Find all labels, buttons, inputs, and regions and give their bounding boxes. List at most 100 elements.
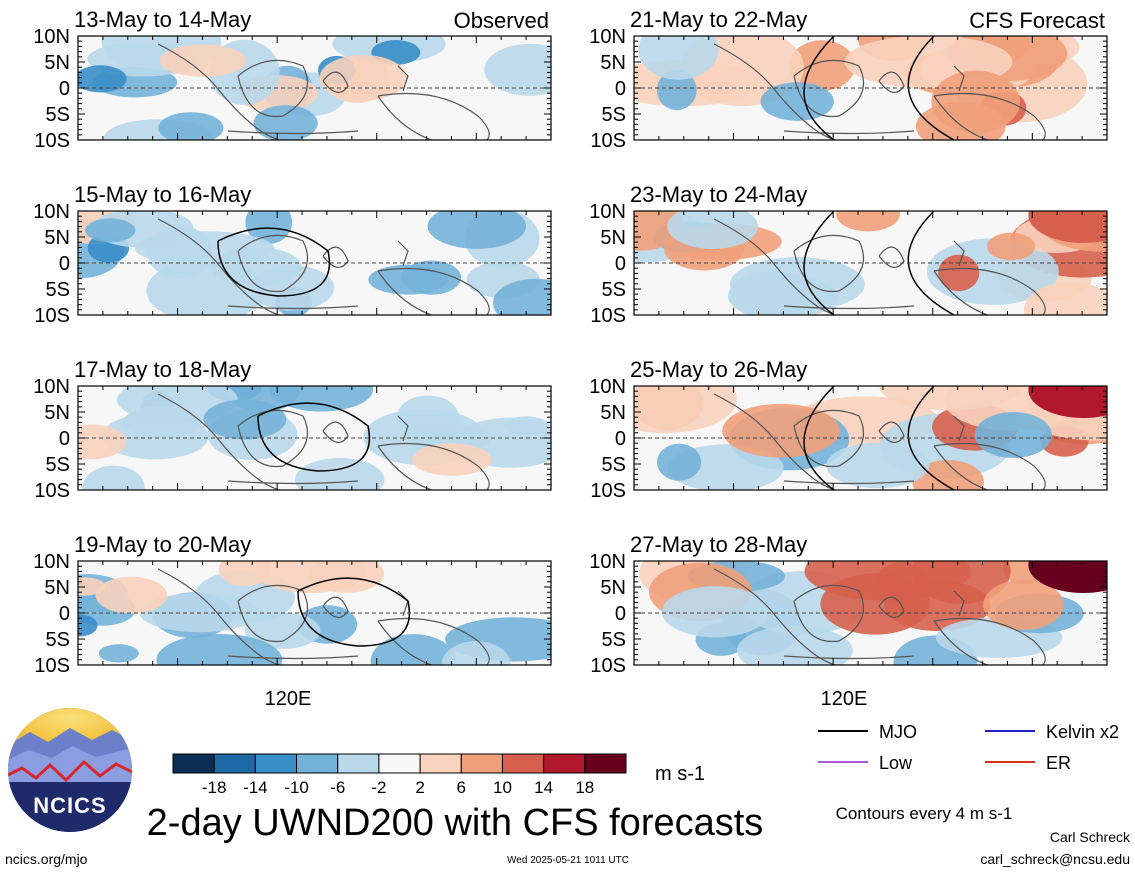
- colorbar-label: 2: [415, 778, 424, 797]
- anomaly-region: [101, 413, 209, 460]
- colorbar-units: m s-1: [655, 763, 705, 785]
- y-tick-label: 0: [615, 603, 626, 625]
- x-tick-label: 120E: [265, 688, 312, 710]
- x-tick-label: 120E: [821, 688, 868, 710]
- map-panel: [77, 560, 552, 666]
- colorbar-swatch: [543, 753, 586, 774]
- anomaly-region: [95, 576, 168, 614]
- y-tick-label: 10S: [34, 480, 70, 502]
- y-tick-label: 5S: [602, 279, 626, 301]
- coastline: [377, 92, 490, 140]
- anomaly-region: [503, 416, 549, 436]
- panel-title: 27-May to 28-May: [630, 532, 807, 557]
- map-panel: [77, 210, 552, 316]
- coastline: [793, 59, 865, 118]
- coastline: [878, 421, 905, 443]
- colorbar-label: -6: [330, 778, 345, 797]
- coastline: [878, 246, 905, 268]
- coastline: [933, 617, 1046, 665]
- colorbar: -18 -14 -10 -6 -2 2 6 10 14 18: [172, 753, 627, 797]
- colorbar-swatch: [296, 753, 339, 774]
- anomaly-region: [218, 561, 271, 587]
- panel-title: 13-May to 14-May: [74, 7, 251, 32]
- map-panel: [77, 385, 552, 491]
- y-tick-label: 0: [59, 78, 70, 100]
- anomaly-region: [736, 625, 853, 665]
- chart-title: 2-day UWND200 with CFS forecasts: [147, 802, 764, 844]
- coastline: [322, 71, 349, 93]
- coastline: [793, 584, 865, 643]
- colorbar-label: 18: [575, 778, 594, 797]
- anomaly-region: [492, 278, 551, 315]
- y-tick-label: 10S: [590, 130, 626, 152]
- y-tick-label: 0: [615, 428, 626, 450]
- colorbar-swatch: [213, 753, 256, 774]
- coastline: [322, 596, 349, 618]
- coastline: [237, 584, 309, 643]
- coastline: [377, 617, 490, 665]
- y-tick-label: 10S: [590, 655, 626, 677]
- anomaly-region: [1028, 386, 1107, 418]
- mjo-contour: [297, 577, 411, 647]
- anomaly-region: [368, 264, 448, 295]
- map-panel: [633, 210, 1108, 316]
- coastline: [953, 590, 965, 617]
- coastline: [953, 65, 965, 92]
- anomaly-region: [667, 211, 759, 249]
- anomaly-region: [441, 641, 511, 665]
- anomaly-region: [1028, 561, 1107, 593]
- y-tick-label: 10N: [33, 551, 70, 573]
- colorbar-label: 14: [534, 778, 553, 797]
- panel-title: 15-May to 16-May: [74, 182, 251, 207]
- coastline: [793, 234, 865, 293]
- panel-title: 17-May to 18-May: [74, 357, 251, 382]
- map-panel: [633, 35, 1108, 141]
- map-panel: [633, 385, 1108, 491]
- anomaly-region: [319, 55, 407, 101]
- anomaly-region: [638, 36, 719, 80]
- y-tick-label: 5N: [44, 227, 70, 249]
- y-tick-label: 10S: [34, 130, 70, 152]
- y-tick-label: 5S: [602, 104, 626, 126]
- y-tick-label: 5N: [600, 577, 626, 599]
- coastline: [783, 480, 915, 485]
- panels-layer: [77, 35, 1108, 666]
- colorbar-swatch: [584, 753, 627, 774]
- y-tick-label: 10S: [590, 305, 626, 327]
- anomaly-region: [85, 218, 136, 243]
- y-tick-label: 5S: [46, 104, 70, 126]
- coastline: [237, 59, 309, 118]
- colorbar-label: -14: [243, 778, 268, 797]
- colorbar-swatch: [419, 753, 462, 774]
- coastline: [157, 568, 281, 665]
- coastline: [227, 480, 359, 485]
- anomaly-region: [211, 247, 302, 288]
- y-tick-label: 10N: [589, 551, 626, 573]
- coastline: [953, 415, 965, 442]
- y-tick-label: 5N: [44, 52, 70, 74]
- colorbar-swatch: [501, 753, 545, 774]
- panel-tag: Observed: [454, 8, 549, 33]
- mjo-contour: [217, 227, 331, 297]
- y-tick-label: 0: [615, 78, 626, 100]
- coastline: [713, 218, 837, 315]
- anomaly-region: [484, 43, 551, 96]
- coastline: [783, 655, 915, 660]
- coastline: [157, 218, 281, 315]
- y-tick-label: 5N: [600, 402, 626, 424]
- y-tick-label: 5S: [602, 629, 626, 651]
- colorbar-swatch: [337, 753, 380, 774]
- coastline: [933, 92, 1046, 140]
- anomaly-region: [1023, 282, 1107, 315]
- coastline: [783, 130, 915, 135]
- coastline: [933, 267, 1046, 315]
- contour-note: Contours every 4 m s-1: [836, 804, 1013, 823]
- anomaly-region: [728, 271, 820, 315]
- anomaly-region: [826, 442, 930, 489]
- y-tick-label: 10N: [589, 201, 626, 223]
- coastline: [953, 240, 965, 267]
- y-tick-label: 0: [615, 253, 626, 275]
- legend: MJO Kelvin x2 Low ER: [818, 722, 1119, 773]
- coastline: [157, 43, 281, 140]
- panel-title: 21-May to 22-May: [630, 7, 807, 32]
